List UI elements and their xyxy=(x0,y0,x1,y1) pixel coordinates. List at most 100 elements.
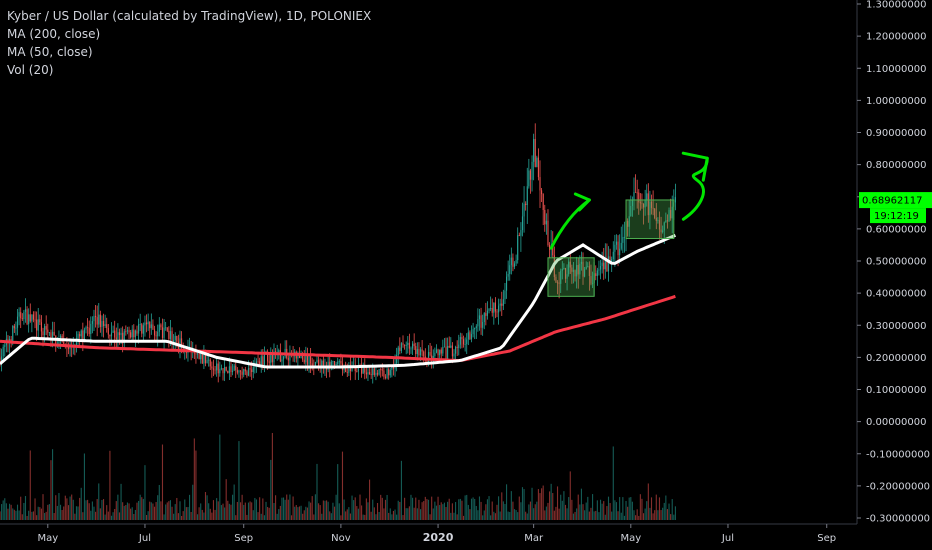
volume-label[interactable]: Vol (20) xyxy=(7,63,54,77)
candle-body xyxy=(419,349,422,356)
symbol-title[interactable]: Kyber / US Dollar (calculated by Trading… xyxy=(7,9,372,23)
candle-body xyxy=(67,346,70,349)
volume-bar xyxy=(475,506,477,520)
candle-body xyxy=(79,334,81,337)
volume-bar xyxy=(556,486,559,520)
candle-body xyxy=(496,311,498,313)
candle-body xyxy=(75,339,78,347)
y-tick-label: 0.30000000 xyxy=(866,321,926,332)
volume-bar xyxy=(238,441,240,520)
candle-body xyxy=(549,245,551,250)
candle-body xyxy=(306,355,308,365)
candle-body xyxy=(512,257,514,267)
volume-bar xyxy=(412,497,414,520)
volume-bar xyxy=(418,499,420,520)
candle-body xyxy=(220,368,222,370)
arrow-drawing[interactable] xyxy=(681,156,709,221)
volume-bar xyxy=(313,514,315,520)
candle-body xyxy=(461,337,463,340)
ma200-label[interactable]: MA (200, close) xyxy=(7,27,101,41)
candle-body xyxy=(392,367,395,369)
volume-bar xyxy=(576,508,578,520)
volume-bar xyxy=(275,495,277,520)
volume-bar xyxy=(286,494,288,520)
candle-body xyxy=(498,305,500,313)
candle-body xyxy=(176,335,178,342)
volume-bar xyxy=(343,499,345,520)
candle-body xyxy=(636,192,638,194)
candle-body xyxy=(181,338,183,349)
x-tick-label: Sep xyxy=(234,533,253,544)
candle-body xyxy=(227,370,229,374)
drawings[interactable] xyxy=(547,151,709,297)
candle-body xyxy=(598,269,600,271)
volume-bar xyxy=(260,513,262,520)
volume-bar xyxy=(668,503,670,520)
volume-bar xyxy=(104,514,106,520)
volume-bar xyxy=(59,504,62,520)
candle-body xyxy=(494,302,496,312)
candle-body xyxy=(560,270,562,284)
volume-bar xyxy=(208,503,210,520)
volume-bar xyxy=(99,508,101,520)
candle-body xyxy=(139,324,141,326)
volume-bar xyxy=(416,508,418,520)
volume-bar xyxy=(607,496,610,520)
ma50-label[interactable]: MA (50, close) xyxy=(7,45,93,59)
volume-bar xyxy=(126,502,128,520)
candle-body xyxy=(515,260,517,264)
candle-body xyxy=(254,366,256,368)
candle-body xyxy=(474,328,476,330)
volume-bar xyxy=(115,501,117,520)
volume-bar xyxy=(145,514,148,520)
y-tick-label: -0.30000000 xyxy=(866,514,930,525)
volume-bar xyxy=(577,494,579,520)
volume-bar xyxy=(321,513,323,520)
volume-bar xyxy=(408,506,410,520)
candle-body xyxy=(386,369,388,378)
volume-bar xyxy=(569,471,571,520)
x-tick-label: May xyxy=(37,533,58,544)
volume-bar xyxy=(251,502,253,520)
candle-body xyxy=(101,321,103,327)
volume-bar xyxy=(268,507,270,520)
volume-bar xyxy=(655,494,657,520)
time-axis[interactable]: May Jul Sep Nov 2020 Mar May Jul Sep xyxy=(37,524,836,544)
volume-bar xyxy=(196,514,199,520)
volume-bar xyxy=(278,509,280,520)
volume-bar xyxy=(153,506,156,520)
candle-body xyxy=(308,355,310,365)
candle-body xyxy=(620,242,622,249)
volume-bar xyxy=(383,508,385,520)
volume-bar xyxy=(367,502,369,520)
volume-bar xyxy=(290,515,293,520)
volume-bar xyxy=(233,484,235,520)
candle-body xyxy=(147,321,149,325)
volume-bar xyxy=(509,512,511,520)
volume-bar xyxy=(130,508,132,520)
candle-body xyxy=(267,351,269,362)
volume-bar xyxy=(526,513,528,520)
volume-bar xyxy=(451,503,453,520)
volume-bar xyxy=(478,496,481,520)
candle-body xyxy=(670,210,672,219)
candle-body xyxy=(99,314,101,327)
volume-bar xyxy=(392,510,395,520)
candle-body xyxy=(381,369,383,371)
volume-bar xyxy=(353,500,355,520)
candle-body xyxy=(413,343,415,347)
candle-body xyxy=(348,364,350,373)
candle-body xyxy=(107,328,109,335)
price-axis[interactable]: 1.30000000 1.20000000 1.10000000 1.00000000… xyxy=(857,0,930,525)
rectangle-drawing[interactable] xyxy=(625,199,675,240)
candle-body xyxy=(42,331,44,336)
volume-bar xyxy=(627,506,629,520)
candle-body xyxy=(388,369,390,376)
candle-body xyxy=(356,371,358,372)
volume-bar xyxy=(298,506,301,520)
volume-bar xyxy=(362,514,364,520)
rectangle-drawing[interactable] xyxy=(547,257,595,297)
volume-bar xyxy=(72,499,74,520)
